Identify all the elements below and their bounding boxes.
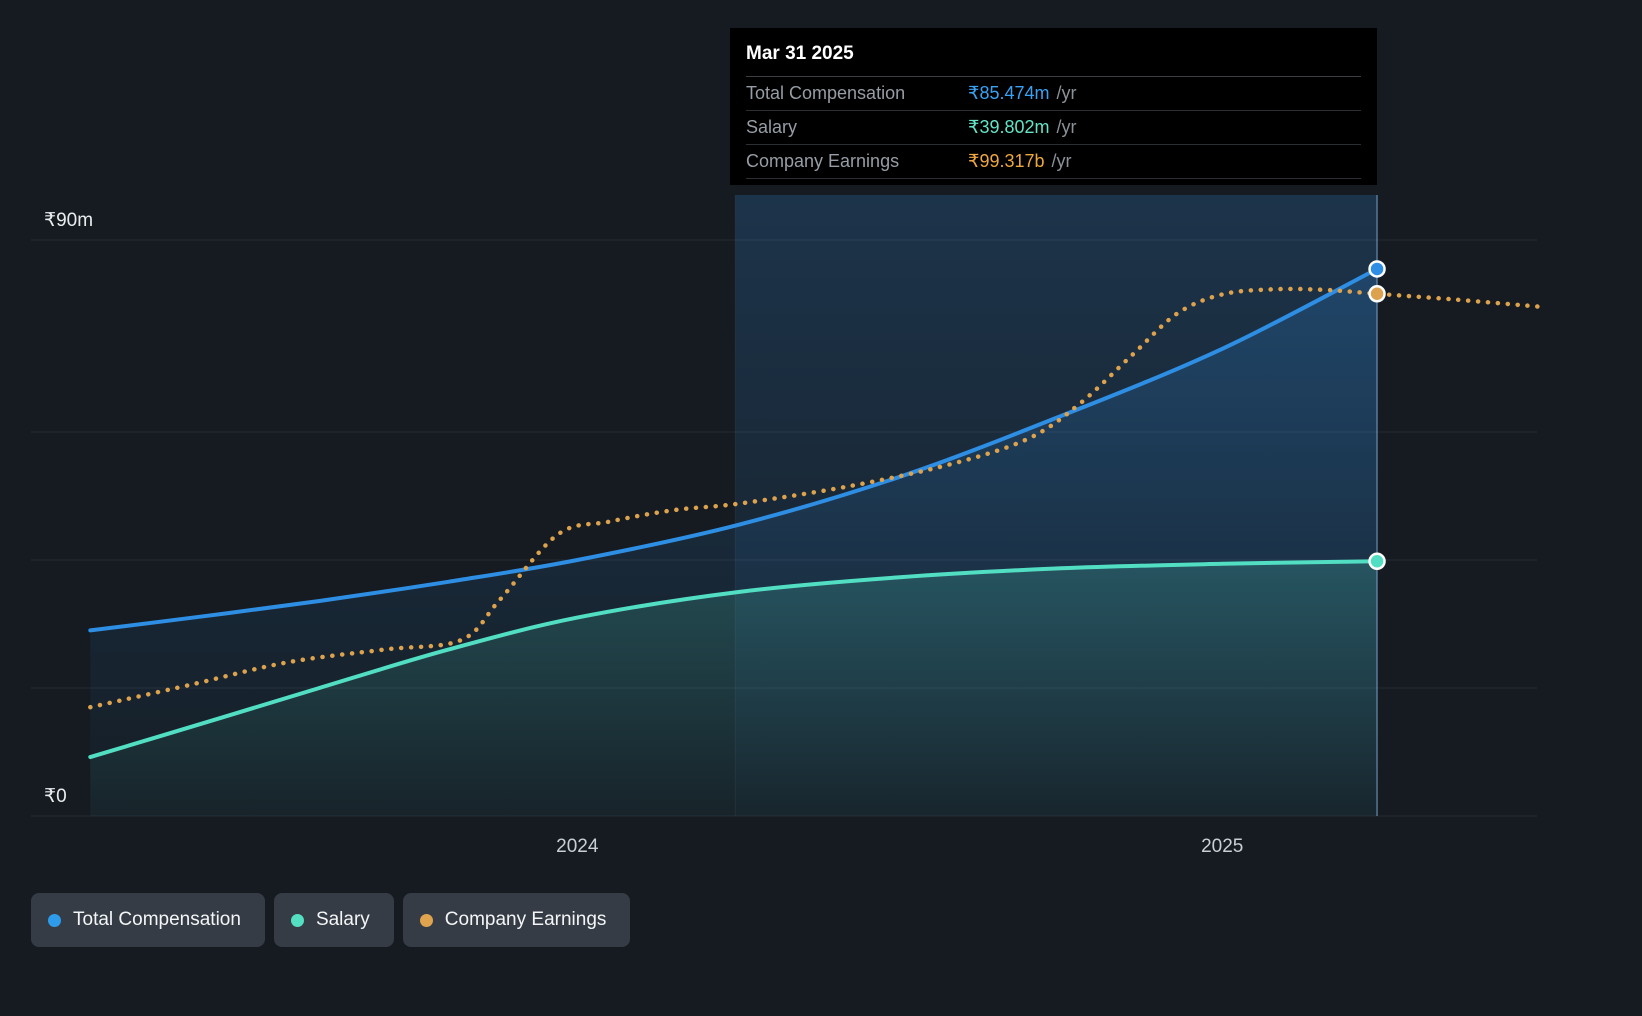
tooltip-label: Company Earnings (746, 151, 900, 171)
total-compensation-end-marker (1368, 260, 1386, 278)
x-axis-label: 2025 (1201, 836, 1243, 857)
tooltip-value: ₹99.317b (968, 151, 1045, 171)
tooltip-date: Mar 31 2025 (746, 28, 1361, 77)
tooltip-unit: /yr (1056, 117, 1077, 137)
legend-item-salary[interactable]: Salary (273, 893, 394, 947)
y-axis-label: ₹90m (44, 210, 93, 231)
tooltip-label: Salary (746, 117, 798, 137)
salary-area (90, 561, 1377, 816)
legend-label: Total Compensation (73, 909, 241, 930)
legend-item-company-earnings[interactable]: Company Earnings (402, 893, 631, 947)
x-axis-label: 2024 (556, 836, 599, 857)
company-earnings-end-marker (1368, 285, 1386, 303)
legend-label: Salary (315, 909, 370, 930)
chart-legend: Total Compensation Salary Company Earnin… (31, 893, 631, 947)
salary-line (88, 559, 1379, 760)
legend-item-total-compensation[interactable]: Total Compensation (31, 893, 265, 947)
y-axis-label: ₹0 (44, 786, 67, 807)
company-earnings-line (88, 286, 1541, 710)
legend-dot-salary-icon (290, 913, 304, 927)
legend-dot-total-compensation-icon (48, 913, 61, 927)
tooltip-label: Total Compensation (746, 83, 906, 103)
tooltip-row-salary: Salary ₹39.802m /yr (746, 111, 1361, 145)
compensation-chart[interactable]: ₹0 ₹90m 2024 2025 (0, 0, 1642, 870)
total-compensation-line (88, 267, 1379, 633)
tooltip-row-total-compensation: Total Compensation ₹85.474m /yr (746, 77, 1361, 111)
legend-label: Company Earnings (444, 909, 607, 930)
legend-dot-company-earnings-icon (419, 913, 433, 927)
tooltip-unit: /yr (1056, 83, 1077, 103)
tooltip-value: ₹39.802m (968, 117, 1050, 137)
chart-tooltip: Mar 31 2025 Total Compensation ₹85.474m … (730, 28, 1377, 185)
tooltip-value: ₹85.474m (968, 83, 1050, 103)
tooltip-unit: /yr (1051, 151, 1072, 171)
tooltip-row-company-earnings: Company Earnings ₹99.317b /yr (746, 145, 1361, 179)
salary-end-marker (1368, 552, 1386, 571)
